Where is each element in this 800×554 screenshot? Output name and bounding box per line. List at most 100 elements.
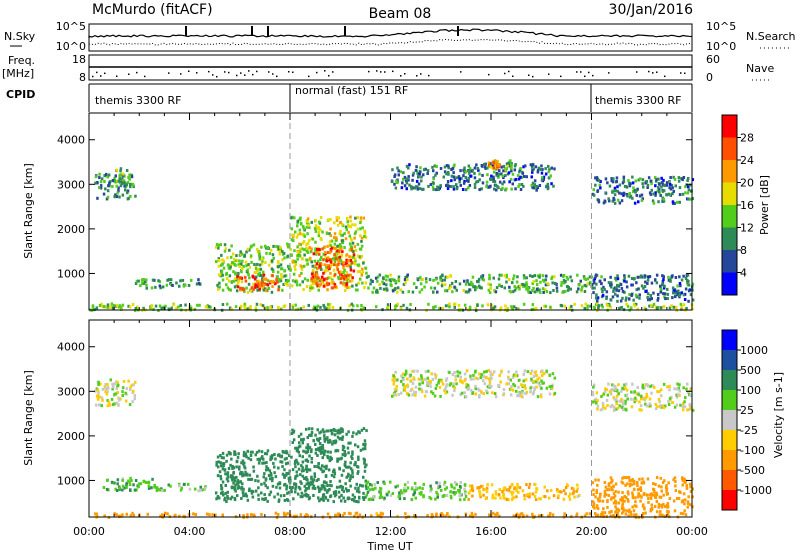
- velocity-colorbar-tick-label: 25: [740, 404, 754, 417]
- velocity-cell: [536, 377, 539, 381]
- power-cell: [247, 282, 251, 286]
- velocity-cell: [98, 403, 101, 407]
- power-cell: [322, 252, 325, 256]
- velocity-cell: [540, 386, 543, 390]
- power-cell: [496, 160, 500, 164]
- velocity-cell: [286, 512, 289, 516]
- velocity-cell: [603, 492, 607, 496]
- power-cell: [327, 266, 330, 269]
- power-cell: [349, 268, 353, 272]
- velocity-cell: [453, 480, 457, 484]
- power-cell: [593, 286, 596, 290]
- power-cell: [425, 280, 428, 284]
- nave-dot: [240, 72, 242, 74]
- power-cell: [314, 218, 317, 222]
- velocity-cell: [480, 390, 483, 394]
- velocity-cell: [321, 464, 324, 468]
- velocity-cell: [380, 495, 384, 499]
- velocity-cell: [237, 484, 240, 488]
- power-cell: [277, 288, 280, 292]
- power-cell: [281, 249, 284, 253]
- velocity-cell: [615, 400, 618, 403]
- power-cell: [305, 285, 309, 288]
- power-cell: [613, 186, 617, 190]
- power-cell: [449, 185, 453, 188]
- power-cell: [602, 201, 606, 205]
- power-cell: [685, 183, 688, 187]
- power-cell: [287, 245, 290, 249]
- velocity-cell: [342, 469, 345, 473]
- power-cell: [618, 306, 621, 310]
- velocity-cell: [307, 427, 311, 431]
- power-cell: [300, 232, 304, 236]
- velocity-cell: [459, 375, 463, 379]
- velocity-cell: [474, 387, 477, 391]
- velocity-cell: [596, 399, 599, 402]
- power-cell: [522, 284, 525, 288]
- power-cell: [265, 278, 268, 281]
- power-cell: [616, 274, 619, 278]
- velocity-cell: [419, 492, 423, 496]
- power-cell: [515, 280, 519, 284]
- power-cell: [488, 276, 491, 280]
- velocity-cell: [277, 453, 281, 457]
- power-cell: [674, 291, 677, 295]
- power-cell: [354, 216, 357, 220]
- power-cell: [474, 309, 478, 313]
- power-cell: [491, 163, 494, 167]
- power-cell: [232, 257, 236, 261]
- power-cell: [142, 278, 146, 281]
- power-cell: [231, 280, 234, 283]
- power-cell: [329, 258, 332, 262]
- power-cell: [457, 175, 461, 179]
- velocity-cell: [110, 480, 114, 484]
- power-cell: [339, 277, 343, 281]
- power-colorbar-tick-label: 20: [740, 177, 754, 190]
- power-cell: [625, 302, 628, 306]
- power-cell: [272, 244, 275, 248]
- velocity-cell: [625, 408, 628, 412]
- velocity-cell: [349, 484, 352, 488]
- velocity-cell: [131, 400, 134, 404]
- power-cell: [382, 277, 385, 281]
- power-cell: [127, 304, 130, 308]
- power-cell: [339, 229, 342, 233]
- power-cell: [379, 286, 382, 290]
- velocity-cell: [236, 479, 240, 483]
- velocity-cell: [637, 393, 640, 397]
- velocity-cell: [268, 469, 272, 473]
- velocity-cell: [299, 513, 303, 517]
- power-cell: [650, 182, 653, 185]
- velocity-cell: [297, 485, 301, 489]
- power-cell: [662, 286, 666, 290]
- velocity-cell: [444, 514, 447, 518]
- velocity-cell: [520, 383, 523, 387]
- velocity-cell: [650, 492, 653, 496]
- power-colorbar-cell: [722, 205, 737, 228]
- velocity-cell: [276, 492, 280, 496]
- power-cell: [509, 290, 513, 294]
- velocity-cell: [564, 486, 568, 489]
- velocity-cell: [549, 488, 553, 492]
- power-cell: [262, 270, 265, 274]
- velocity-cell: [323, 465, 326, 469]
- velocity-cell: [316, 465, 319, 469]
- power-cell: [316, 273, 319, 277]
- power-cell: [632, 186, 635, 190]
- velocity-cell: [607, 482, 611, 486]
- power-cell: [618, 191, 621, 195]
- velocity-cell: [379, 493, 383, 497]
- power-cell: [611, 295, 615, 299]
- power-cell: [342, 261, 346, 265]
- power-cell: [649, 179, 653, 183]
- power-cell: [646, 278, 650, 282]
- power-cell: [445, 172, 448, 176]
- power-cell: [319, 228, 322, 232]
- power-cell: [115, 184, 118, 188]
- velocity-cell: [251, 490, 255, 494]
- power-cell: [633, 201, 637, 205]
- power-cell: [151, 278, 155, 282]
- velocity-cell: [413, 488, 417, 492]
- velocity-cell: [105, 487, 109, 491]
- velocity-cell: [134, 479, 138, 482]
